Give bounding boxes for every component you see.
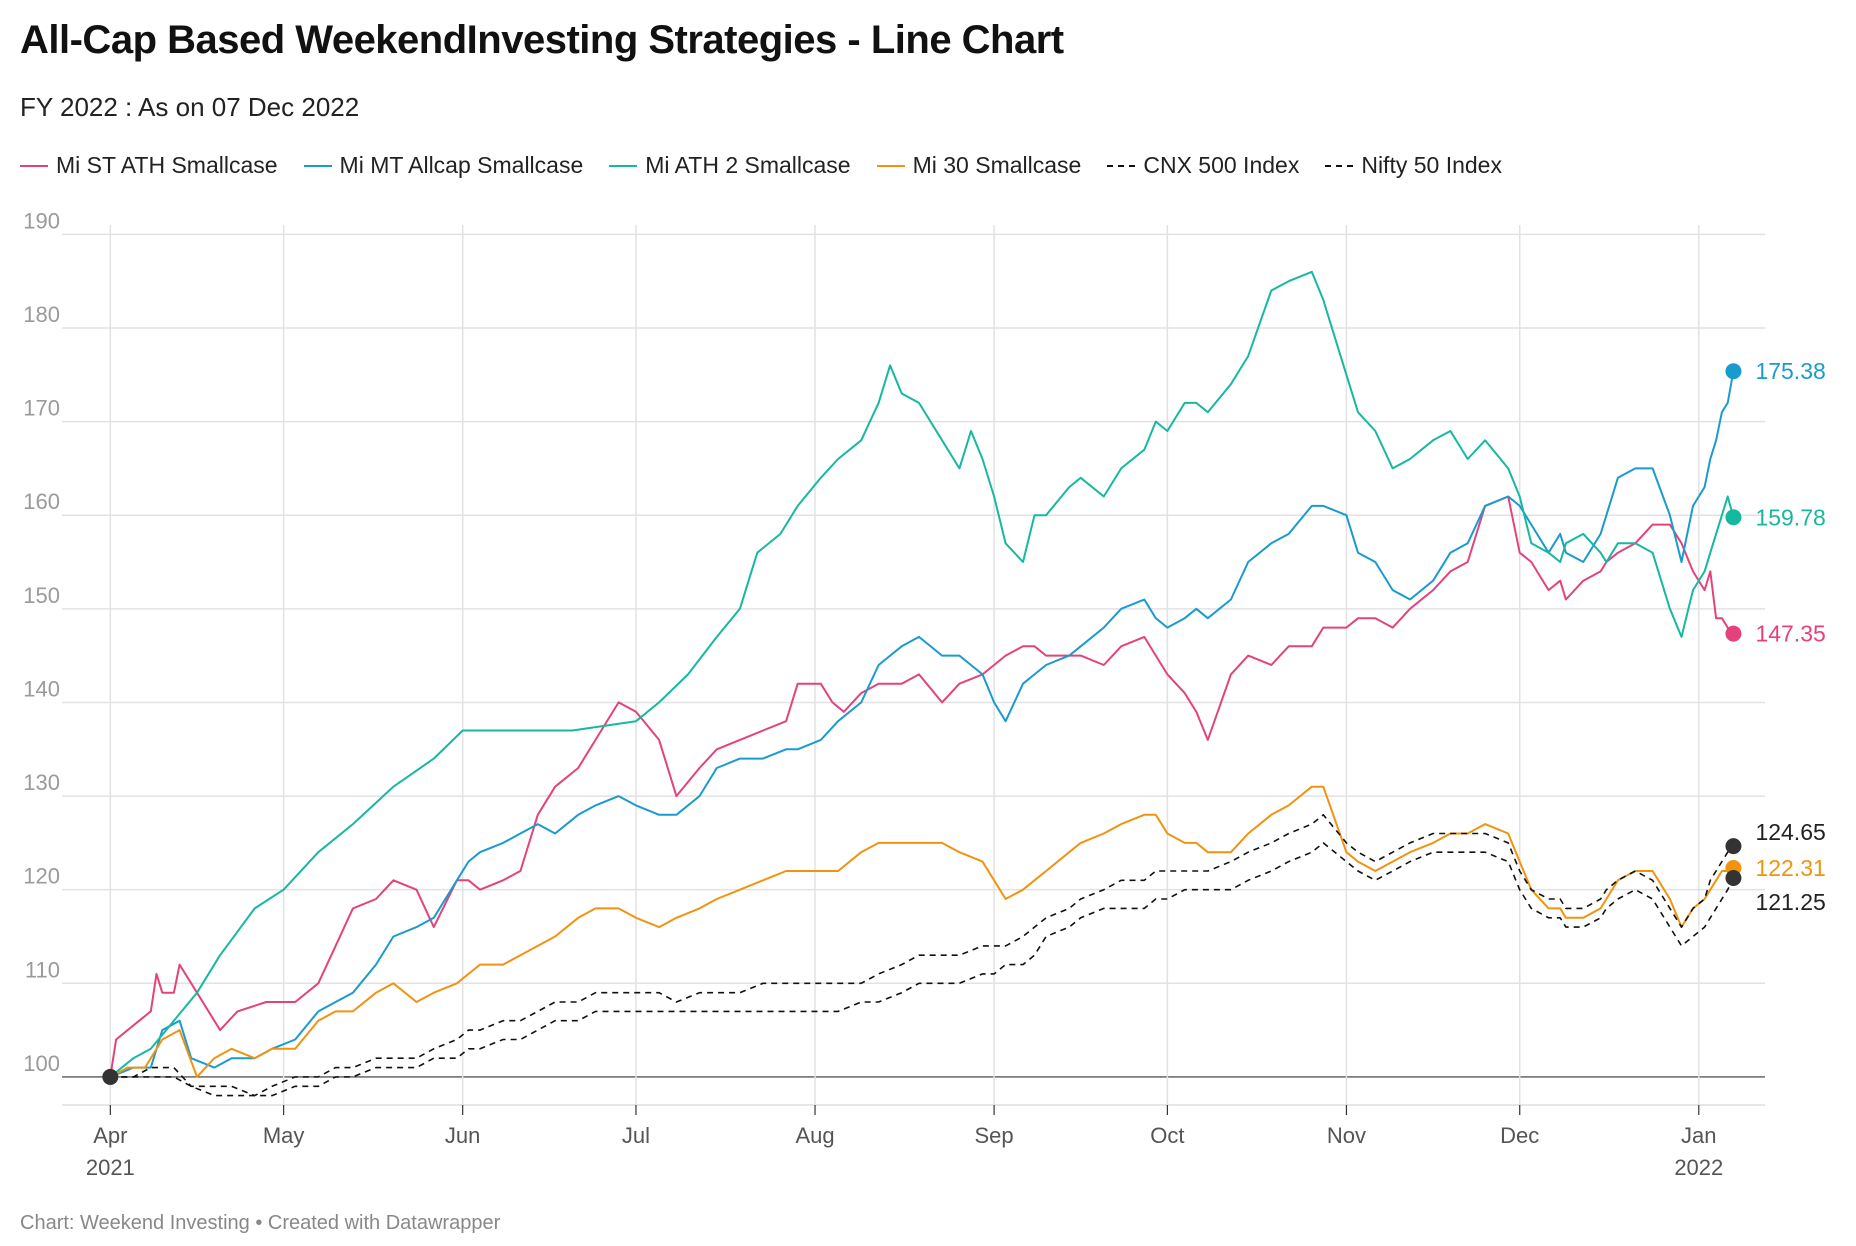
footer-credit: Created with Datawrapper [267, 1212, 501, 1234]
x-tick-label: May [263, 1123, 305, 1148]
y-tick-label: 140 [23, 676, 60, 701]
end-point-dot [1725, 838, 1742, 855]
legend-swatch [303, 164, 332, 167]
y-tick-label: 180 [23, 302, 60, 327]
legend-label: Nifty 50 Index [1361, 152, 1502, 178]
y-tick-label: 170 [23, 396, 60, 421]
legend-label: Mi ST ATH Smallcase [56, 152, 278, 178]
y-tick-label: 100 [23, 1051, 60, 1076]
legend-swatch [876, 164, 905, 167]
end-value-label: 121.25 [1755, 889, 1825, 915]
end-point-dot [1725, 869, 1742, 886]
x-axis: Apr 2021 May Jun Jul Aug Sep Oct Nov Dec Jan 2022 [86, 1105, 1723, 1180]
x-tick-label: Dec [1500, 1123, 1539, 1148]
end-point-dot [1725, 363, 1742, 380]
chart-gridlines [62, 225, 1765, 1106]
end-point-dot [1725, 509, 1742, 526]
legend-item: Mi MT Allcap Smallcase [303, 152, 584, 179]
x-tick-label: Apr [93, 1123, 127, 1148]
y-tick-label: 150 [23, 583, 60, 608]
y-axis: 100 110 120 130 140 150 160 170 180 190 [23, 208, 60, 1076]
legend-label: Mi ATH 2 Smallcase [645, 152, 851, 178]
legend-label: Mi 30 Smallcase [912, 152, 1082, 178]
end-value-label: 124.65 [1755, 819, 1825, 845]
end-value-label: 175.38 [1755, 358, 1825, 384]
x-tick-label: Aug [795, 1123, 834, 1148]
legend-swatch [1107, 164, 1136, 167]
legend-label: Mi MT Allcap Smallcase [339, 152, 584, 178]
series-line-3 [109, 785, 1734, 1078]
legend-item: CNX 500 Index [1107, 152, 1299, 179]
legend-swatch [609, 164, 638, 167]
series-lines [109, 270, 1735, 1097]
x-tick-label: Nov [1327, 1123, 1366, 1148]
legend-item: Mi ST ATH Smallcase [20, 152, 278, 179]
series-line-2 [109, 270, 1735, 1078]
y-tick-label: 130 [23, 770, 60, 795]
x-tick-label: Jan [1681, 1123, 1716, 1148]
chart-footer: Chart: Weekend Investing • Created with … [20, 1212, 500, 1235]
x-tick-label: Oct [1150, 1123, 1184, 1148]
end-value-label: 147.35 [1755, 621, 1825, 647]
chart-subtitle: FY 2022 : As on 07 Dec 2022 [20, 92, 360, 122]
footer-source: Chart: Weekend Investing [20, 1212, 250, 1234]
series-line-1 [109, 371, 1735, 1078]
y-tick-label: 120 [23, 864, 60, 889]
x-tick-sublabel: 2022 [1674, 1155, 1723, 1180]
x-tick-sublabel: 2021 [86, 1155, 135, 1180]
x-tick-label: Jun [445, 1123, 480, 1148]
legend-item: Mi ATH 2 Smallcase [609, 152, 851, 179]
y-tick-label: 160 [23, 489, 60, 514]
end-point-dot [1725, 625, 1742, 642]
series-line-4 [110, 814, 1734, 1097]
series-line-0 [109, 495, 1735, 1078]
end-value-label: 159.78 [1755, 504, 1825, 530]
legend-label: CNX 500 Index [1143, 152, 1300, 178]
y-tick-label: 190 [23, 208, 60, 233]
chart-legend: Mi ST ATH Smallcase Mi MT Allcap Smallcas… [20, 152, 1502, 179]
legend-swatch [20, 164, 48, 167]
series-endpoints: 147.35 175.38 159.78 122.31 124.65 121.25 [102, 358, 1826, 1085]
start-point-dot [102, 1068, 119, 1085]
x-tick-label: Sep [975, 1123, 1014, 1148]
chart-title: All-Cap Based WeekendInvesting Strategie… [20, 18, 1064, 62]
legend-item: Mi 30 Smallcase [876, 152, 1082, 179]
footer-separator: • [249, 1212, 268, 1234]
series-line-5 [110, 842, 1735, 1097]
legend-swatch [1325, 164, 1354, 167]
legend-item: Nifty 50 Index [1325, 152, 1502, 179]
x-tick-label: Jul [622, 1123, 650, 1148]
end-value-label: 122.31 [1755, 855, 1825, 881]
y-tick-label: 110 [25, 957, 60, 982]
